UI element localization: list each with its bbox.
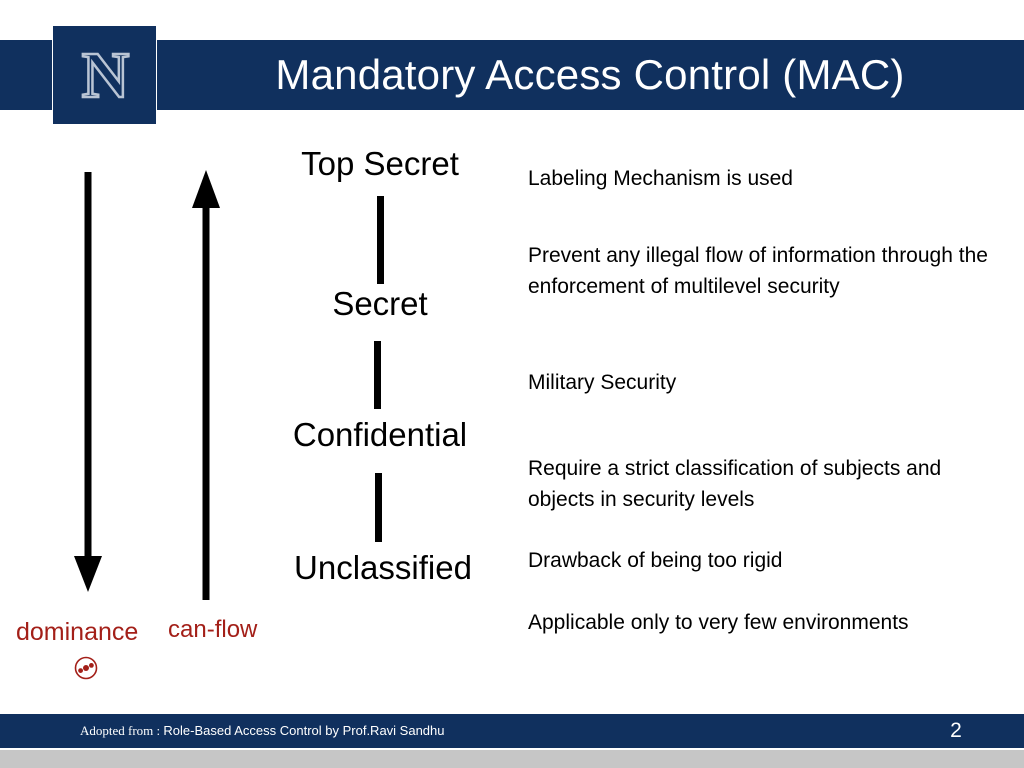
lattice-edge-3 bbox=[375, 473, 382, 542]
note-strict-classification: Require a strict classification of subje… bbox=[528, 457, 942, 511]
disc-badge-icon bbox=[74, 656, 98, 680]
can-flow-label: can-flow bbox=[168, 616, 258, 643]
dominance-label: dominance bbox=[16, 618, 139, 646]
logo-box: N bbox=[52, 25, 157, 125]
can-flow-arrow-icon bbox=[192, 170, 220, 600]
footer-credit-source: Role-Based Access Control by Prof.Ravi S… bbox=[163, 723, 445, 738]
dominance-arrow-icon bbox=[74, 172, 102, 592]
note-labeling-mechanism: Labeling Mechanism is used bbox=[528, 167, 793, 190]
page-number: 2 bbox=[950, 719, 962, 742]
note-prevent-illegal-flow: Prevent any illegal flow of information … bbox=[528, 244, 988, 298]
lattice-level-secret: Secret bbox=[332, 285, 428, 322]
note-few-environments: Applicable only to very few environments bbox=[528, 611, 909, 634]
footer-credit-prefix: Adopted from : bbox=[80, 723, 164, 738]
lattice-level-unclassified: Unclassified bbox=[294, 549, 472, 586]
footer-bar bbox=[0, 714, 1024, 748]
lattice-level-top-secret: Top Secret bbox=[301, 145, 459, 182]
university-n-logo-icon: N bbox=[80, 39, 130, 112]
lattice-edge-2 bbox=[374, 341, 381, 409]
lattice-edge-1 bbox=[377, 196, 384, 284]
footer-gray-strip bbox=[0, 750, 1024, 768]
page-title: Mandatory Access Control (MAC) bbox=[275, 51, 905, 98]
note-drawback-rigid: Drawback of being too rigid bbox=[528, 549, 783, 572]
note-military-security: Military Security bbox=[528, 371, 677, 394]
header-bar bbox=[0, 40, 1024, 110]
footer-credit: Adopted from : Role-Based Access Control… bbox=[80, 714, 445, 748]
lattice-level-confidential: Confidential bbox=[292, 416, 468, 453]
